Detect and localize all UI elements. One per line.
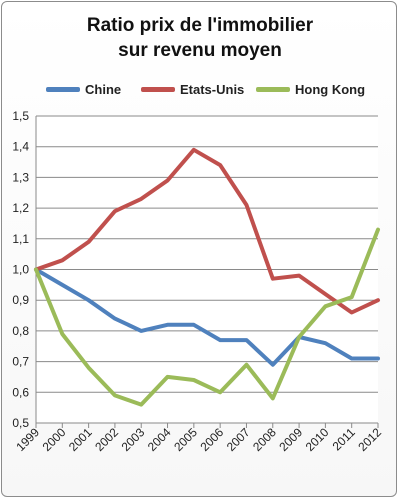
y-tick-label: 0,9 bbox=[12, 293, 29, 307]
y-tick-label: 1,5 bbox=[12, 109, 29, 123]
legend-label-hong-kong: Hong Kong bbox=[295, 81, 366, 97]
x-tick-label: 2006 bbox=[197, 425, 226, 454]
x-tick-label: 2008 bbox=[250, 425, 279, 454]
x-tick-label: 2002 bbox=[92, 425, 121, 454]
series-line-etats-unis bbox=[34, 147, 380, 315]
y-tick-label: 1,2 bbox=[12, 201, 29, 215]
x-tick-label: 2009 bbox=[276, 425, 305, 454]
x-tick-label: 2003 bbox=[119, 425, 148, 454]
y-tick-label: 1,0 bbox=[12, 263, 29, 277]
legend-swatch-etats-unis bbox=[141, 86, 175, 92]
x-tick-label: 2007 bbox=[224, 425, 253, 454]
y-tick-label: 0,7 bbox=[12, 355, 29, 369]
x-tick-label: 2011 bbox=[330, 425, 358, 453]
series-line-chine bbox=[34, 267, 380, 367]
x-tick-label: 2010 bbox=[303, 425, 332, 454]
chart-title-line1: Ratio prix de l'immobilier bbox=[86, 15, 314, 36]
x-tick-label: 2012 bbox=[355, 425, 384, 454]
y-tick-label: 0,8 bbox=[12, 324, 29, 338]
legend-swatch-hong-kong bbox=[256, 86, 290, 92]
series-line-hong-kong bbox=[34, 227, 380, 407]
x-tick-label: 2005 bbox=[171, 425, 200, 454]
y-tick-label: 0,6 bbox=[12, 385, 29, 399]
y-tick-label: 1,3 bbox=[12, 170, 29, 184]
legend-label-chine: Chine bbox=[85, 81, 122, 97]
legend-item-chine: Chine bbox=[46, 80, 121, 98]
x-tick-label: 2001 bbox=[66, 425, 95, 454]
legend-swatch-chine bbox=[46, 86, 80, 92]
legend-item-etats-unis: Etats-Unis bbox=[141, 80, 244, 98]
y-tick-label: 1,4 bbox=[12, 140, 29, 154]
x-tick-label: 2004 bbox=[145, 425, 174, 454]
legend-item-hong-kong: Hong Kong bbox=[256, 80, 365, 98]
x-tick-label: 2000 bbox=[40, 425, 69, 454]
y-tick-label: 1,1 bbox=[12, 232, 29, 246]
legend-label-etats-unis: Etats-Unis bbox=[180, 81, 245, 97]
chart-title-line2: sur revenu moyen bbox=[118, 40, 282, 61]
y-tick-label: 0,5 bbox=[12, 416, 29, 430]
